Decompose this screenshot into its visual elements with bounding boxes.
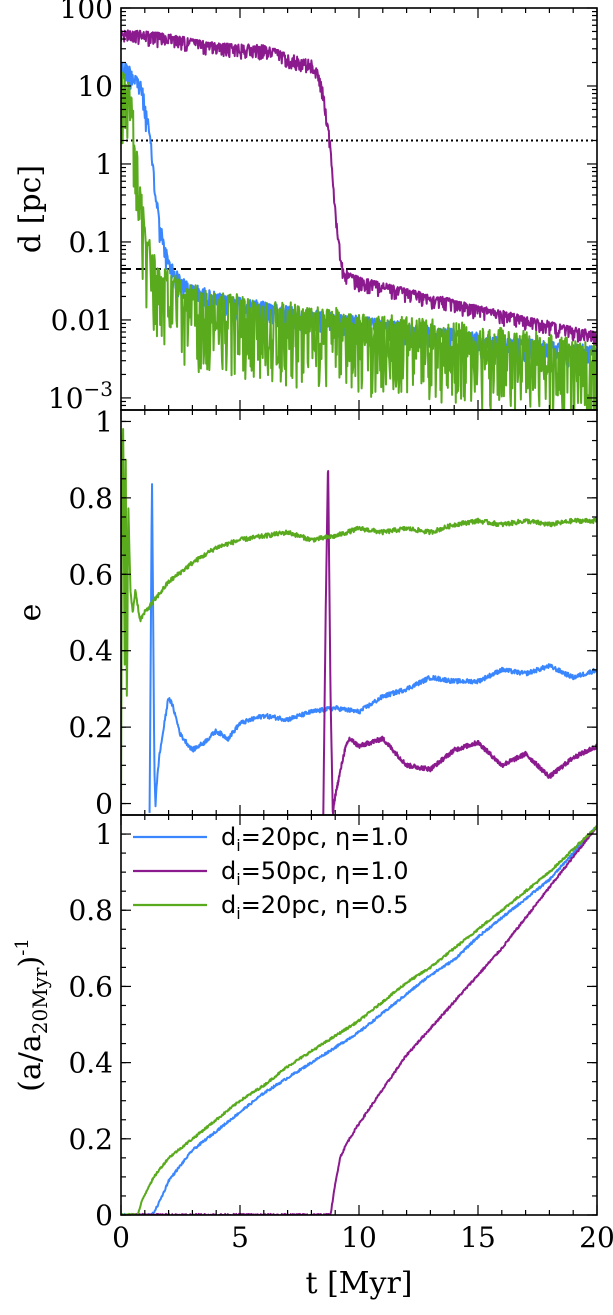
series-line-3 — [121, 825, 597, 1215]
y-tick-label: 0.2 — [68, 711, 113, 744]
legend-label: di=50pc, η=1.0 — [221, 857, 409, 889]
y-tick-label: 1 — [95, 818, 113, 851]
y-tick-label: 0.6 — [68, 970, 113, 1003]
series-line-2 — [121, 29, 597, 347]
y-tick-label: 10−3 — [48, 377, 113, 415]
x-tick-label: 20 — [579, 1221, 613, 1254]
y-tick-label: 0.8 — [68, 482, 113, 515]
y-tick-label: 1 — [95, 148, 113, 181]
x-tick-label: 15 — [460, 1221, 496, 1254]
y-tick-label: 1 — [95, 405, 113, 438]
x-tick-label: 10 — [341, 1221, 377, 1254]
y-tick-label: 0.8 — [68, 894, 113, 927]
legend-label: di=20pc, η=1.0 — [221, 823, 409, 855]
panel-inverse-semimajor-axis: 1 0.8 0.6 0.4 0.2 00 5 10 15 20 (a/a20Myr)-1 t [Myr… — [12, 814, 613, 1301]
series-line-3 — [121, 428, 597, 815]
y-tick-exponent: −3 — [84, 377, 113, 401]
y-tick-label: 10 — [77, 70, 113, 103]
y-axis-label: (a/a20Myr)-1 — [12, 938, 52, 1092]
legend: di=20pc, η=1.0di=50pc, η=1.0di=20pc, η=0… — [133, 823, 409, 923]
y-tick-label: 0.4 — [68, 1047, 113, 1080]
panel-eccentricity: 1 0.8 0.6 0.4 0.2 0 e — [13, 405, 598, 821]
x-tick-label: 5 — [231, 1221, 249, 1254]
y-tick-label: 0.2 — [68, 1123, 113, 1156]
series-line-2 — [322, 469, 597, 815]
x-axis-label: t [Myr] — [305, 1266, 412, 1301]
y-axis-label-main: (a/a — [13, 1034, 48, 1092]
series-line-1 — [121, 826, 597, 1215]
x-tick-label: 0 — [112, 1221, 130, 1254]
y-axis-label-paren: ) — [13, 956, 48, 968]
series-line-1 — [148, 483, 597, 813]
panel-distance: 100 10 1 0.1 0.01 10−3 d [pc] — [13, 0, 598, 415]
y-tick-label: 0.01 — [51, 304, 113, 337]
y-tick-label: 100 — [60, 0, 113, 25]
y-axis-label-superscript: -1 — [12, 938, 33, 956]
y-tick-label: 0 — [95, 788, 113, 821]
y-tick-label: 0 — [95, 1199, 113, 1232]
y-tick-label: 0.1 — [68, 226, 113, 259]
series-line-3 — [121, 71, 597, 410]
y-axis-label: d [pc] — [13, 165, 48, 253]
y-axis-label-subscript: 20Myr — [28, 967, 52, 1034]
legend-label: di=20pc, η=0.5 — [221, 891, 409, 923]
y-tick-label: 0.6 — [68, 558, 113, 591]
y-axis-label: e — [13, 604, 48, 622]
y-tick-label: 0.4 — [68, 635, 113, 668]
